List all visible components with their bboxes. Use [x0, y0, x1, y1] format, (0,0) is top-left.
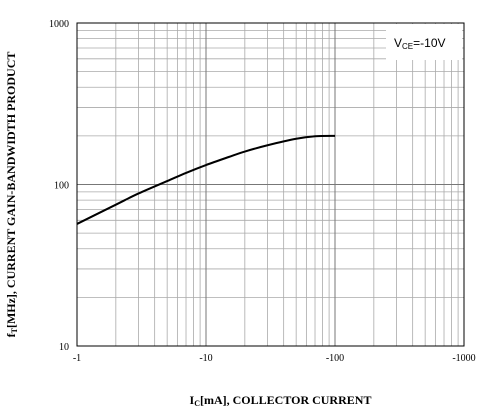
annotation-vce: VCE=-10V — [394, 36, 446, 51]
plot-frame — [76, 22, 465, 347]
y-tick-label: 10 — [59, 342, 69, 353]
x-tick-label: -1000 — [452, 353, 475, 364]
y-axis-title-subscript: T — [10, 327, 19, 333]
grid-major — [77, 23, 464, 346]
x-tick-label: -100 — [326, 353, 344, 364]
x-axis-title: IC[mA], COLLECTOR CURRENT — [190, 393, 372, 408]
x-tick-labels: -1 -10 -100 -1000 — [73, 353, 476, 364]
y-tick-labels: 10 100 1000 — [49, 19, 69, 353]
y-axis-title-prefix: f — [4, 332, 18, 337]
annotation-box-group: VCE=-10V — [386, 24, 462, 60]
y-axis-title: fT[MHz], CURRENT GAIN-BANDWIDTH PRODUCT — [4, 52, 19, 338]
annotation-suffix: =-10V — [413, 36, 445, 50]
annotation-box — [386, 24, 462, 60]
annotation-subscript: CE — [402, 42, 413, 51]
annotation-prefix: V — [394, 36, 402, 50]
y-tick-label: 1000 — [49, 19, 69, 30]
x-tick-label: -1 — [73, 353, 81, 364]
x-axis-title-suffix: [mA], COLLECTOR CURRENT — [200, 393, 371, 407]
y-tick-label: 100 — [54, 181, 69, 192]
series-layer — [76, 134, 336, 225]
y-axis-title-suffix: [MHz], CURRENT GAIN-BANDWIDTH PRODUCT — [4, 52, 18, 328]
x-axis-title-subscript: C — [194, 399, 200, 408]
x-tick-label: -10 — [199, 353, 212, 364]
series-line-ft — [76, 134, 336, 225]
x-axis-title-prefix: I — [190, 393, 195, 407]
